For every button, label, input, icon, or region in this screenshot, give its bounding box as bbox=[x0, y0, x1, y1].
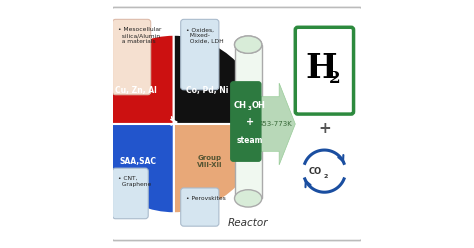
Text: H: H bbox=[305, 52, 337, 85]
Bar bbox=[235, 45, 262, 198]
Text: CO: CO bbox=[309, 167, 322, 176]
Wedge shape bbox=[84, 124, 174, 213]
Wedge shape bbox=[84, 35, 174, 124]
FancyBboxPatch shape bbox=[181, 19, 219, 90]
Text: Cu, Zn, Al: Cu, Zn, Al bbox=[115, 86, 157, 94]
FancyBboxPatch shape bbox=[112, 19, 151, 95]
Wedge shape bbox=[174, 124, 263, 213]
Text: • Perovskites: • Perovskites bbox=[186, 196, 226, 201]
Text: 453-773K: 453-773K bbox=[258, 121, 292, 127]
Ellipse shape bbox=[235, 190, 262, 207]
Ellipse shape bbox=[235, 36, 262, 53]
Text: Co, Pd, Ni: Co, Pd, Ni bbox=[186, 86, 229, 94]
FancyBboxPatch shape bbox=[181, 188, 219, 226]
Ellipse shape bbox=[235, 36, 262, 53]
Text: +: + bbox=[318, 122, 331, 136]
FancyBboxPatch shape bbox=[112, 7, 362, 241]
FancyBboxPatch shape bbox=[112, 168, 148, 219]
Text: • CNT,
  Graphene: • CNT, Graphene bbox=[118, 176, 151, 187]
Text: • Oxides,
  Mixed-
  Oxide, LDH: • Oxides, Mixed- Oxide, LDH bbox=[186, 27, 224, 44]
FancyBboxPatch shape bbox=[231, 82, 261, 161]
Text: CH: CH bbox=[234, 101, 247, 110]
Text: 2: 2 bbox=[323, 174, 328, 179]
Text: Group
VIII-XII: Group VIII-XII bbox=[197, 155, 222, 168]
Text: +: + bbox=[246, 117, 254, 126]
Text: SAA,SAC: SAA,SAC bbox=[119, 157, 156, 166]
Text: OH: OH bbox=[251, 101, 265, 110]
Wedge shape bbox=[174, 35, 263, 124]
FancyBboxPatch shape bbox=[295, 27, 354, 114]
Text: 2: 2 bbox=[328, 70, 340, 87]
Text: • Mesocellular
  silica/Alumin
  a materials: • Mesocellular silica/Alumin a materials bbox=[118, 27, 162, 44]
Ellipse shape bbox=[235, 36, 262, 53]
Text: Reactor: Reactor bbox=[228, 218, 268, 228]
Polygon shape bbox=[259, 83, 295, 165]
Text: steam: steam bbox=[237, 136, 263, 145]
Text: 3: 3 bbox=[248, 106, 252, 111]
